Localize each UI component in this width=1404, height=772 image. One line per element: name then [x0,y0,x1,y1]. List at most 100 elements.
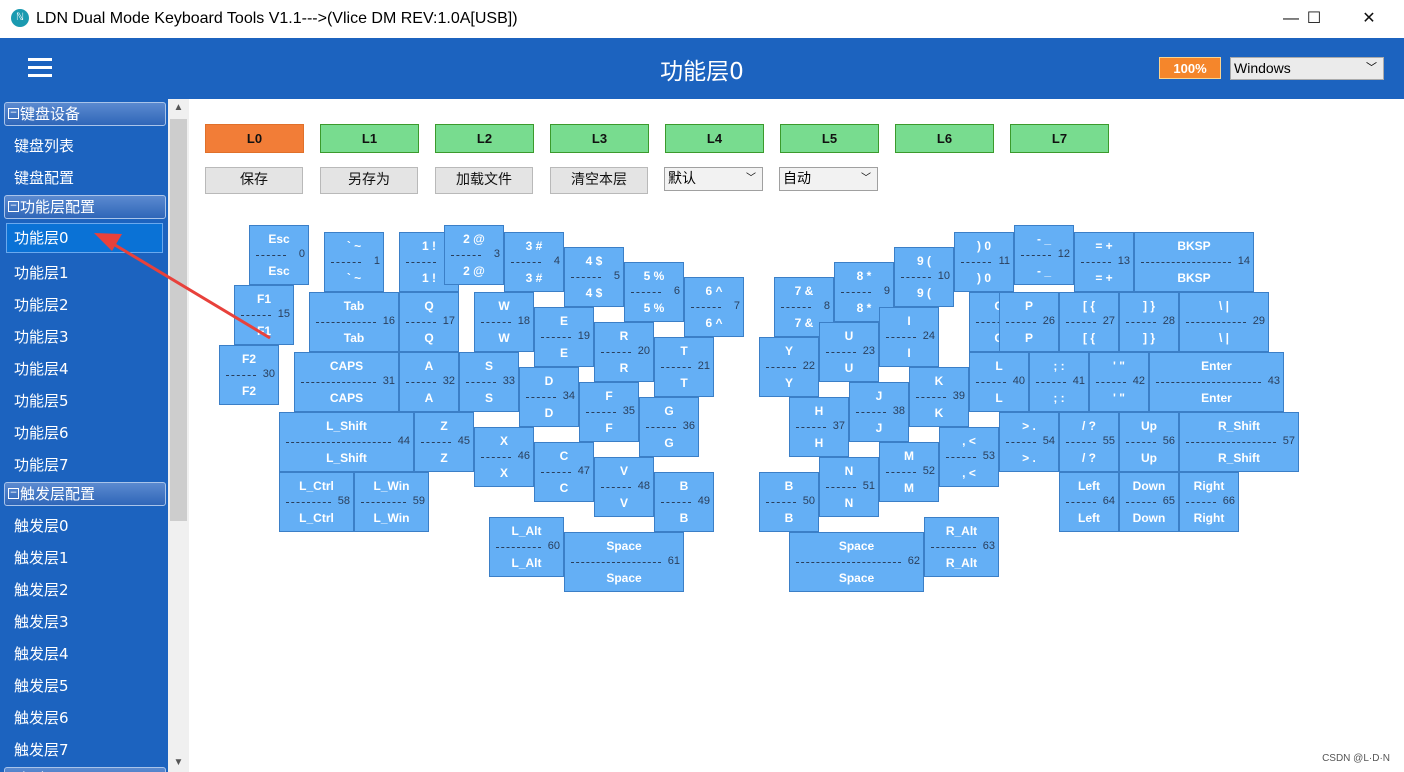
sidebar-item[interactable]: 键盘配置 [14,169,75,187]
key-36[interactable]: G 36 G [639,397,699,457]
key-21[interactable]: T 21 T [654,337,714,397]
key-9[interactable]: 8 * 9 8 * [834,262,894,322]
collapse-icon[interactable]: − [8,201,19,212]
collapse-icon[interactable]: − [8,488,19,499]
sidebar-item[interactable]: 触发层5 [14,677,69,695]
sidebar-item[interactable]: 键盘列表 [14,137,75,155]
key-28[interactable]: ] } 28] } [1119,292,1179,352]
key-61[interactable]: Space 61 Space [564,532,684,592]
layer-tab-l2[interactable]: L2 [435,124,534,153]
key-5[interactable]: 4 $ 5 4 $ [564,247,624,307]
close-button[interactable]: ✕ [1362,10,1376,27]
sidebar-group[interactable]: − 键盘设备 [4,102,166,126]
key-44[interactable]: L_Shift 44 L_Shift [279,412,414,472]
key-20[interactable]: R 20 R [594,322,654,382]
key-16[interactable]: Tab 16 Tab [309,292,399,352]
key-66[interactable]: Right 66 Right [1179,472,1239,532]
key-52[interactable]: M 52 M [879,442,939,502]
key-43[interactable]: Enter 43 Enter [1149,352,1284,412]
key-18[interactable]: W 18 W [474,292,534,352]
sidebar-group[interactable]: − 功能层配置 [4,195,166,219]
key-6[interactable]: 5 % 6 5 % [624,262,684,322]
key-3[interactable]: 2 @ 3 2 @ [444,225,504,285]
key-33[interactable]: S 33 S [459,352,519,412]
key-63[interactable]: R_Alt 63 R_Alt [924,517,999,577]
sidebar-item[interactable]: 功能层3 [14,328,69,346]
hamburger-menu-icon[interactable] [28,58,52,78]
sidebar-item[interactable]: 功能层6 [14,424,69,442]
auto-select[interactable]: 自动 ﹀ [779,167,878,191]
scroll-thumb[interactable] [170,119,187,521]
key-50[interactable]: B 50 B [759,472,819,532]
key-41[interactable]: ; : 41 ; : [1029,352,1089,412]
sidebar-group[interactable]: −灯光 [4,767,166,772]
key-14[interactable]: BKSP 14 BKSP [1134,232,1254,292]
key-24[interactable]: I 24 I [879,307,939,367]
key-7[interactable]: 6 ^ 7 6 ^ [684,277,744,337]
save-button[interactable]: 保存 [205,167,303,194]
key-39[interactable]: K 39 K [909,367,969,427]
os-select[interactable]: Windows ﹀ [1230,57,1384,80]
key-10[interactable]: 9 (10 9 ( [894,247,954,307]
sidebar-item[interactable]: 触发层7 [14,741,69,759]
layer-tab-l7[interactable]: L7 [1010,124,1109,153]
key-27[interactable]: [ {27 [ { [1059,292,1119,352]
load-file-button[interactable]: 加载文件 [435,167,533,194]
key-65[interactable]: Down 65 Down [1119,472,1179,532]
key-34[interactable]: D 34 D [519,367,579,427]
key-1[interactable]: ` ~ 1 ` ~ [324,232,384,292]
sidebar-item[interactable]: 功能层2 [14,296,69,314]
key-13[interactable]: = + 13 = + [1074,232,1134,292]
key-37[interactable]: H 37 H [789,397,849,457]
layer-tab-l6[interactable]: L6 [895,124,994,153]
key-38[interactable]: J 38 J [849,382,909,442]
key-62[interactable]: Space 62 Space [789,532,924,592]
scroll-down-icon[interactable]: ▼ [173,757,184,768]
key-29[interactable]: \ | 29 \ | [1179,292,1269,352]
key-47[interactable]: C 47 C [534,442,594,502]
key-22[interactable]: Y 22 Y [759,337,819,397]
key-26[interactable]: P 26 P [999,292,1059,352]
key-53[interactable]: , < 53 , < [939,427,999,487]
key-19[interactable]: E 19 E [534,307,594,367]
key-60[interactable]: L_Alt 60 L_Alt [489,517,564,577]
layer-tab-l1[interactable]: L1 [320,124,419,153]
zoom-badge[interactable]: 100% [1159,57,1221,79]
save-as-button[interactable]: 另存为 [320,167,418,194]
key-32[interactable]: A 32 A [399,352,459,412]
key-4[interactable]: 3 # 4 3 # [504,232,564,292]
maximize-button[interactable]: ☐ [1306,10,1322,27]
key-49[interactable]: B 49 B [654,472,714,532]
minimize-button[interactable]: — [1283,10,1299,27]
default-select[interactable]: 默认 ﹀ [664,167,763,191]
key-55[interactable]: / ? 55 / ? [1059,412,1119,472]
key-59[interactable]: L_Win 59 L_Win [354,472,429,532]
key-46[interactable]: X 46 X [474,427,534,487]
sidebar-item[interactable]: 触发层1 [14,549,69,567]
sidebar-item[interactable]: 触发层6 [14,709,69,727]
key-12[interactable]: - _ 12 - _ [1014,225,1074,285]
key-57[interactable]: R_Shift 57 R_Shift [1179,412,1299,472]
key-48[interactable]: V 48 V [594,457,654,517]
collapse-icon[interactable]: − [8,108,19,119]
key-15[interactable]: F1 15 F1 [234,285,294,345]
key-45[interactable]: Z 45 Z [414,412,474,472]
key-17[interactable]: Q 17 Q [399,292,459,352]
key-23[interactable]: U 23 U [819,322,879,382]
clear-layer-button[interactable]: 清空本层 [550,167,648,194]
key-58[interactable]: L_Ctrl 58 L_Ctrl [279,472,354,532]
key-0[interactable]: Esc 0 Esc [249,225,309,285]
key-11[interactable]: ) 0 11) 0 [954,232,1014,292]
key-51[interactable]: N 51 N [819,457,879,517]
key-30[interactable]: F2 30 F2 [219,345,279,405]
sidebar-item[interactable]: 功能层5 [14,392,69,410]
key-31[interactable]: CAPS 31 CAPS [294,352,399,412]
sidebar-item[interactable]: 功能层0 [6,223,163,253]
sidebar-group[interactable]: − 触发层配置 [4,482,166,506]
scroll-up-icon[interactable]: ▲ [173,102,184,113]
key-64[interactable]: Left 64 Left [1059,472,1119,532]
key-40[interactable]: L 40 L [969,352,1029,412]
layer-tab-l3[interactable]: L3 [550,124,649,153]
sidebar-item[interactable]: 功能层4 [14,360,69,378]
layer-tab-l0[interactable]: L0 [205,124,304,153]
